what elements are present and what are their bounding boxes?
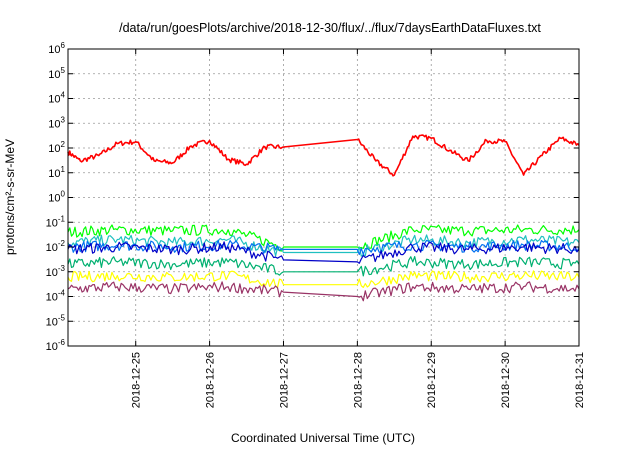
- y-tick-base: 10: [46, 316, 58, 328]
- x-tick-label: 2018-12-27: [278, 352, 290, 408]
- series-line: [67, 241, 580, 264]
- y-tick-exponent: 3: [61, 115, 66, 124]
- y-tick-exponent: -1: [58, 214, 66, 223]
- series-line: [67, 224, 580, 252]
- y-tick-exponent: -6: [58, 338, 66, 347]
- y-axis: 10-610-510-410-310-210-11001011021031041…: [46, 41, 579, 353]
- y-tick-exponent: -4: [58, 289, 66, 298]
- y-tick-exponent: 5: [61, 66, 66, 75]
- y-tick-label: 105: [48, 66, 65, 81]
- y-tick-exponent: 0: [61, 190, 66, 199]
- y-tick-base: 10: [46, 242, 58, 254]
- y-tick-label: 10-6: [46, 338, 66, 353]
- y-tick-label: 10-3: [46, 264, 66, 279]
- y-tick-label: 10-2: [46, 239, 66, 254]
- y-tick-base: 10: [48, 118, 60, 130]
- y-tick-exponent: 1: [61, 165, 66, 174]
- y-tick-exponent: -2: [58, 239, 66, 248]
- y-tick-base: 10: [46, 341, 58, 353]
- x-tick-label: 2018-12-29: [426, 352, 438, 408]
- y-tick-label: 102: [48, 140, 65, 155]
- y-tick-base: 10: [48, 168, 60, 180]
- x-tick-label: 2018-12-28: [352, 352, 364, 408]
- y-tick-label: 101: [48, 165, 65, 180]
- x-axis: 2018-12-25 2018-12-26 2018-12-27 2018-12-28…: [131, 49, 586, 408]
- series-layer: [67, 134, 580, 302]
- chart-title: /data/run/goesPlots/archive/2018-12-30/f…: [119, 21, 541, 35]
- series-line: [67, 134, 580, 177]
- y-tick-exponent: 4: [61, 91, 66, 100]
- series-line: [67, 281, 580, 302]
- y-tick-exponent: 6: [61, 41, 66, 50]
- series-line: [67, 234, 580, 257]
- x-tick-label: 2018-12-25: [131, 352, 143, 408]
- grid-lines: [68, 48, 580, 347]
- y-tick-label: 106: [48, 41, 65, 56]
- y-axis-label: protons/cm²-s-sr-MeV: [3, 139, 17, 255]
- y-tick-label: 10-1: [46, 214, 66, 229]
- series-line: [67, 270, 580, 288]
- y-tick-exponent: -3: [58, 264, 66, 273]
- x-axis-label: Coordinated Universal Time (UTC): [231, 431, 415, 445]
- y-tick-base: 10: [48, 143, 60, 155]
- y-tick-exponent: -5: [58, 313, 66, 322]
- y-tick-label: 104: [48, 91, 65, 106]
- y-tick-exponent: 2: [61, 140, 66, 149]
- y-tick-base: 10: [46, 267, 58, 279]
- y-tick-base: 10: [48, 69, 60, 81]
- y-tick-base: 10: [46, 292, 58, 304]
- series-line: [67, 256, 580, 277]
- y-tick-label: 10-4: [46, 289, 66, 304]
- x-tick-label: 2018-12-30: [500, 352, 512, 408]
- y-tick-label: 103: [48, 115, 65, 130]
- y-tick-base: 10: [48, 44, 60, 56]
- x-tick-label: 2018-12-31: [574, 352, 586, 408]
- y-tick-base: 10: [48, 193, 60, 205]
- y-tick-label: 100: [48, 190, 65, 205]
- y-tick-base: 10: [48, 94, 60, 106]
- y-tick-label: 10-5: [46, 313, 66, 328]
- x-tick-label: 2018-12-26: [205, 352, 217, 408]
- y-tick-base: 10: [46, 217, 58, 229]
- y-axis-label-text: protons/cm²-s-sr-MeV: [3, 139, 17, 255]
